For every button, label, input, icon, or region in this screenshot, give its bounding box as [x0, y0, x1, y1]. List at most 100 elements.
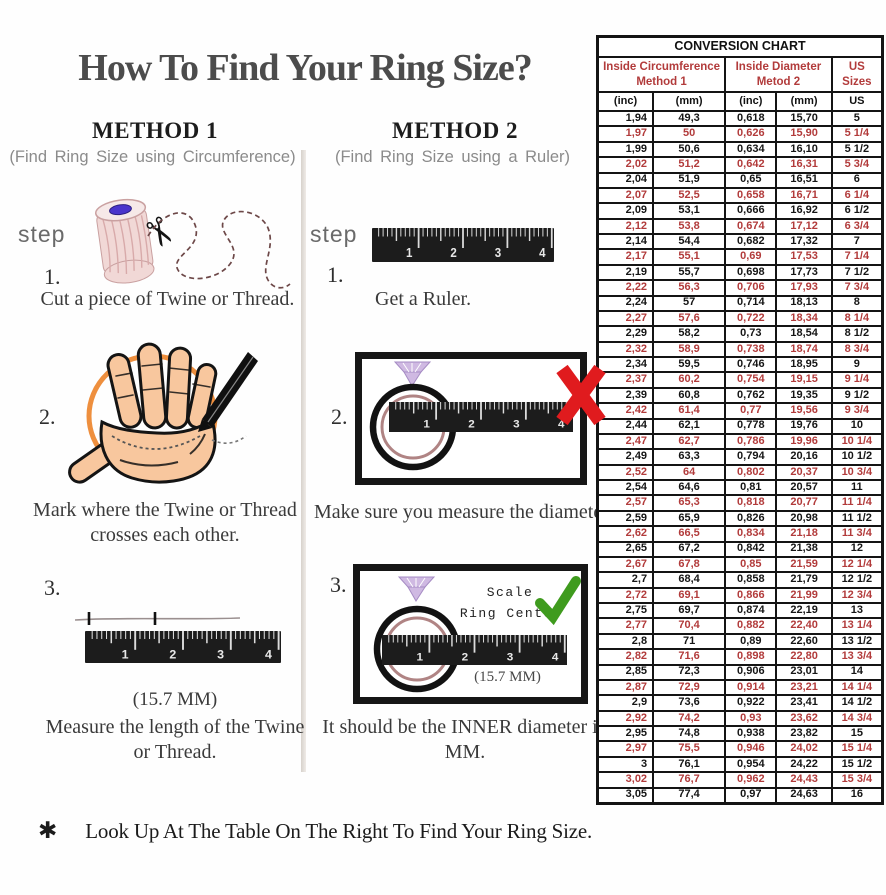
table-row: 2,49 63,3 0,794 20,16 10 1/2 — [596, 448, 884, 466]
unit-header: (mm) — [775, 91, 833, 112]
table-cell: 0,89 — [724, 632, 778, 651]
method2-step1-text: Get a Ruler. — [375, 288, 472, 310]
table-cell: 2,34 — [596, 355, 655, 374]
table-cell: 11 1/4 — [830, 494, 884, 512]
table-row: 2,17 55,1 0,69 17,53 7 1/4 — [596, 248, 884, 266]
table-cell: 2,87 — [596, 678, 655, 697]
red-x-icon — [556, 364, 606, 426]
table-cell: 2,17 — [596, 248, 655, 266]
table-row: 2,47 62,7 0,786 19,96 10 1/4 — [596, 432, 884, 451]
conversion-chart-table: CONVERSION CHART Inside Circumference Me… — [596, 35, 884, 805]
group-header-diameter: Inside Diameter Metod 2 — [724, 56, 833, 93]
svg-text:1: 1 — [122, 647, 129, 661]
correct-measure-frame: 1 2 3 4 Scale Ring Center (15.7 MM) — [353, 564, 588, 704]
table-cell: 2,8 — [596, 632, 655, 651]
table-row: 3,02 76,7 0,962 24,43 15 3/4 — [596, 771, 884, 789]
table-cell: 9 1/2 — [830, 386, 884, 405]
table-cell: 1,99 — [596, 140, 655, 159]
svg-text:3: 3 — [507, 651, 514, 664]
table-cell: 69,1 — [652, 586, 727, 605]
footer: ✱ Look Up At The Table On The Right To F… — [38, 818, 598, 844]
svg-text:1: 1 — [423, 419, 430, 431]
table-cell: 0,666 — [724, 202, 778, 220]
method1-heading: METHOD 1 — [91, 118, 219, 143]
method1-step2-number: 2. — [39, 404, 56, 429]
method2-step3-number: 3. — [330, 572, 347, 597]
table-cell: 21,79 — [775, 571, 833, 589]
table-cell: 0,618 — [724, 109, 778, 128]
method2-heading: METHOD 2 — [391, 118, 519, 143]
table-cell: 71,6 — [652, 648, 727, 666]
table-cell: 51,2 — [652, 156, 727, 174]
table-cell: 77,4 — [652, 786, 727, 805]
table-cell: 18,54 — [775, 325, 833, 343]
svg-text:3: 3 — [513, 419, 519, 431]
table-cell: 5 3/4 — [830, 156, 884, 174]
method2-step1-number: 1. — [327, 262, 344, 287]
table-cell: 23,82 — [775, 724, 833, 743]
table-cell: 15 — [830, 724, 884, 743]
table-cell: 53,1 — [652, 202, 727, 220]
table-cell: 20,77 — [775, 494, 833, 512]
table-cell: 19,96 — [775, 432, 833, 451]
table-cell: 0,898 — [724, 648, 778, 666]
table-row: 1,99 50,6 0,634 16,10 5 1/2 — [596, 140, 884, 159]
method1-step-label: step — [18, 221, 66, 247]
asterisk-icon: ✱ — [38, 818, 58, 844]
table-row: 1,94 49,3 0,618 15,70 5 — [596, 109, 884, 128]
table-cell: 5 1/2 — [830, 140, 884, 159]
table-row: 2,67 67,8 0,85 21,59 12 1/4 — [596, 555, 884, 574]
svg-text:3: 3 — [217, 647, 224, 661]
table-cell: 57,6 — [652, 309, 727, 328]
table-cell: 0,922 — [724, 694, 778, 712]
svg-text:2: 2 — [462, 651, 469, 664]
table-cell: 2,19 — [596, 263, 655, 282]
table-cell: 71 — [652, 632, 727, 651]
table-cell: 0,706 — [724, 279, 778, 297]
table-cell: 2,04 — [596, 171, 655, 189]
method1-step3-note: (15.7 MM) — [132, 689, 218, 710]
table-cell: 74,2 — [652, 709, 727, 728]
ring-with-ruler-icon: 1 2 3 4 — [369, 361, 573, 471]
table-cell: 22,80 — [775, 648, 833, 666]
table-cell: 0,938 — [724, 724, 778, 743]
table-cell: 14 3/4 — [830, 709, 884, 728]
table-cell: 2,62 — [596, 525, 655, 543]
table-cell: 0,93 — [724, 709, 778, 728]
table-row: 2,7 68,4 0,858 21,79 12 1/2 — [596, 571, 884, 589]
table-cell: 2,75 — [596, 601, 655, 620]
table-cell: 61,4 — [652, 402, 727, 420]
table-cell: 15 3/4 — [830, 771, 884, 789]
table-cell: 0,842 — [724, 540, 778, 558]
table-cell: 20,16 — [775, 448, 833, 466]
table-cell: 2,97 — [596, 740, 655, 758]
table-cell: 17,53 — [775, 248, 833, 266]
table-cell: 49,3 — [652, 109, 727, 128]
green-check-icon — [535, 576, 581, 626]
table-cell: 0,834 — [724, 525, 778, 543]
page-title: How To Find Your Ring Size? — [78, 47, 532, 89]
table-cell: 59,5 — [652, 355, 727, 374]
table-cell: 22,40 — [775, 617, 833, 635]
column-divider — [301, 150, 306, 772]
method1-subtitle: (Find Ring Size using Circumference) — [9, 148, 296, 166]
table-cell: 2,9 — [596, 694, 655, 712]
table-row: 2,57 65,3 0,818 20,77 11 1/4 — [596, 494, 884, 512]
table-cell: 6 3/4 — [830, 217, 884, 236]
table-row: 2,87 72,9 0,914 23,21 14 1/4 — [596, 678, 884, 697]
svg-text:4: 4 — [558, 419, 565, 431]
table-cell: 19,56 — [775, 402, 833, 420]
table-cell: 62,1 — [652, 417, 727, 435]
table-row: 2,39 60,8 0,762 19,35 9 1/2 — [596, 386, 884, 405]
table-cell: 0,658 — [724, 186, 778, 205]
table-cell: 74,8 — [652, 724, 727, 743]
table-row: 2,65 67,2 0,842 21,38 12 — [596, 540, 884, 558]
table-row: 2,37 60,2 0,754 19,15 9 1/4 — [596, 371, 884, 389]
svg-text:2: 2 — [450, 245, 457, 260]
table-cell: 0,866 — [724, 586, 778, 605]
table-cell: 17,12 — [775, 217, 833, 236]
table-cell: 75,5 — [652, 740, 727, 758]
table-cell: 2,29 — [596, 325, 655, 343]
table-row: 2,07 52,5 0,658 16,71 6 1/4 — [596, 186, 884, 205]
table-cell: 16,31 — [775, 156, 833, 174]
